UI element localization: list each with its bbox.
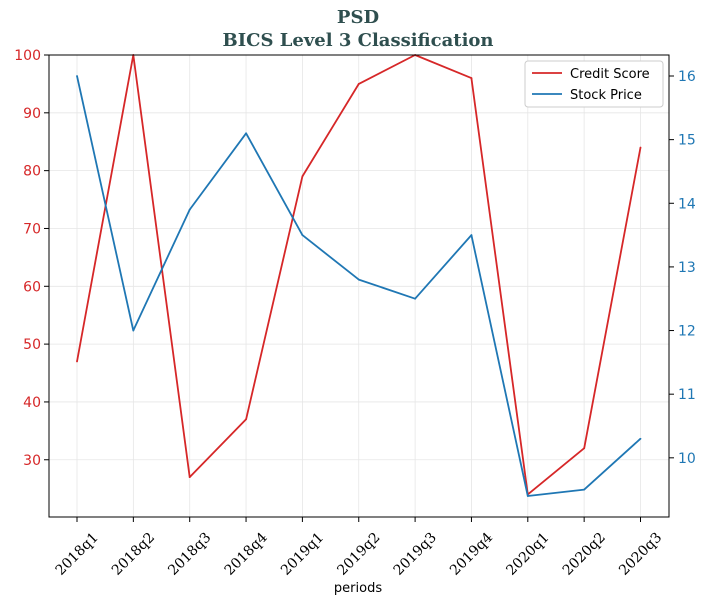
data-point-credit-score: [357, 83, 360, 85]
x-axis: 2018q1 2018q2 2018q3 2018q4 2019q1 2019q2 2019…: [53, 517, 665, 579]
right-y-axis: 10 11 12 13 14 15 16: [669, 69, 696, 467]
data-point-credit-score: [301, 175, 304, 178]
left-tick-label: 40: [23, 395, 41, 411]
grid: [49, 54, 669, 517]
x-tick-label: 2019q2: [334, 530, 383, 579]
right-tick-label: 12: [678, 324, 696, 340]
left-tick-label: 80: [23, 164, 41, 180]
x-tick-label: 2020q2: [560, 530, 609, 579]
left-tick-label: 70: [23, 221, 41, 237]
data-point-stock-price: [76, 75, 78, 77]
right-tick-label: 11: [678, 387, 696, 403]
data-point-stock-price: [245, 132, 247, 135]
x-tick-label: 2020q3: [616, 530, 665, 579]
data-point-stock-price: [357, 278, 360, 281]
left-tick-label: 60: [23, 279, 41, 295]
legend-label-credit-score: Credit Score: [570, 67, 650, 82]
left-tick-label: 50: [23, 337, 41, 353]
chart-subtitle: BICS Level 3 Classification: [222, 30, 493, 51]
x-tick-label: 2018q2: [109, 530, 158, 579]
data-point-stock-price: [301, 234, 304, 236]
data-point-stock-price: [132, 329, 135, 332]
right-tick-label: 16: [678, 69, 696, 85]
legend: Credit Score Stock Price: [524, 60, 664, 108]
data-point-stock-price: [583, 488, 586, 491]
x-tick-label: 2019q4: [447, 530, 496, 579]
right-tick-label: 14: [678, 196, 696, 212]
data-point-stock-price: [639, 437, 642, 440]
series: [76, 54, 642, 497]
data-point-stock-price: [526, 495, 529, 497]
left-tick-label: 100: [14, 48, 41, 64]
data-point-credit-score: [245, 418, 247, 421]
x-tick-label: 2018q3: [165, 530, 214, 579]
x-tick-label: 2018q4: [222, 530, 271, 579]
data-point-credit-score: [188, 476, 191, 479]
x-tick-label: 2019q3: [391, 530, 440, 579]
x-axis-label: periods: [334, 581, 382, 596]
x-tick-label: 2019q1: [278, 530, 327, 579]
x-tick-label: 2020q1: [503, 530, 552, 579]
chart-title: PSD: [337, 7, 379, 28]
data-point-stock-price: [414, 297, 416, 300]
data-point-credit-score: [470, 77, 473, 80]
right-tick-label: 15: [678, 133, 696, 149]
data-point-stock-price: [188, 208, 191, 211]
data-point-credit-score: [639, 146, 642, 149]
left-tick-label: 90: [23, 106, 41, 122]
x-tick-label: 2018q1: [53, 530, 102, 579]
left-tick-label: 30: [23, 453, 41, 469]
right-tick-label: 10: [678, 451, 696, 467]
legend-label-stock-price: Stock Price: [570, 88, 642, 103]
right-tick-label: 13: [678, 260, 696, 276]
left-y-axis: 30 40 50 60 70 80 90 100: [14, 48, 49, 469]
data-point-credit-score: [76, 360, 78, 363]
plot-frame: [48, 54, 670, 518]
data-point-credit-score: [583, 447, 586, 450]
data-point-stock-price: [470, 234, 473, 236]
